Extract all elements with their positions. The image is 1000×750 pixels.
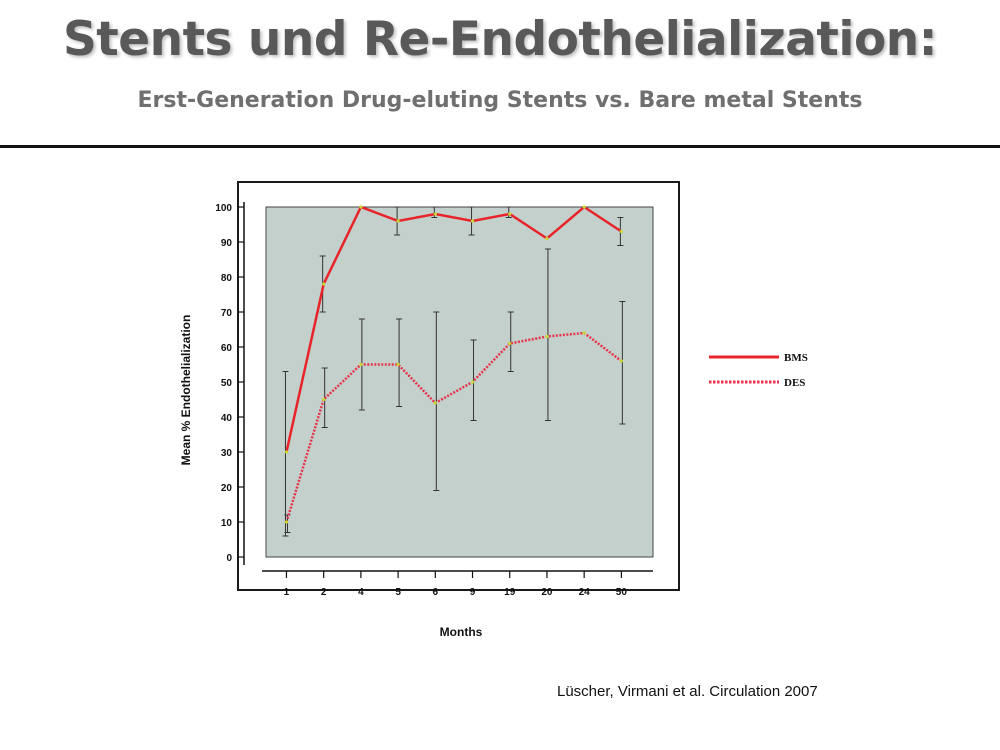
data-point-bms: [470, 219, 475, 223]
error-bar-des: [433, 311, 440, 491]
data-point-bms: [359, 205, 363, 209]
data-point-bms: [582, 205, 586, 209]
x-tick-label: 9: [470, 587, 476, 598]
error-bar-des: [507, 311, 514, 372]
series-markers: [284, 205, 623, 524]
y-tick-label: 70: [221, 308, 233, 319]
x-tick-label: 6: [433, 587, 439, 598]
y-tick-label: 40: [221, 413, 233, 424]
y-tick-label: 90: [221, 238, 233, 249]
data-point-bms: [322, 282, 326, 286]
data-point-des: [470, 380, 475, 384]
series-line-des: [285, 331, 623, 523]
data-point-des: [619, 359, 623, 363]
x-tick-label: 24: [579, 587, 591, 598]
y-axis: 0 10 20 30 40 50 60 70 80 90 100: [215, 202, 245, 565]
data-point-des: [359, 362, 363, 367]
x-tick-label: 2: [321, 587, 327, 598]
slide-subtitle: Erst-Generation Drug-eluting Stents vs. …: [137, 88, 863, 113]
error-bar-des: [396, 318, 403, 407]
error-bar-bms: [282, 371, 289, 537]
legend-label-bms: BMS: [784, 352, 808, 364]
x-axis: 1 2 4 5 6 9 19 20 24 50: [262, 570, 653, 598]
data-point-des: [322, 397, 326, 402]
x-tick-label: 5: [395, 587, 401, 598]
slide-title: Stents und Re-Endothelialization:: [62, 12, 938, 67]
data-point-bms: [545, 236, 549, 241]
x-tick-label: 4: [358, 587, 364, 598]
y-axis-title: Mean % Endothelialization: [179, 315, 193, 466]
series-line-bms: [285, 205, 623, 453]
y-tick-label: 20: [221, 483, 233, 494]
error-bar-bms: [431, 206, 438, 218]
data-point-des: [396, 362, 400, 367]
data-point-des: [545, 334, 549, 339]
plot-area: [265, 206, 654, 558]
error-bar-des: [470, 339, 477, 421]
x-tick-label: 50: [616, 587, 628, 598]
x-axis-title: Months: [440, 625, 483, 639]
data-point-bms: [284, 450, 289, 454]
data-point-bms: [396, 219, 400, 223]
y-tick-label: 30: [221, 448, 233, 459]
citation: Lüscher, Virmani et al. Circulation 2007: [557, 683, 818, 700]
data-point-des: [508, 341, 512, 346]
legend-label-des: DES: [784, 377, 805, 389]
y-tick-label: 60: [221, 343, 233, 354]
data-point-des: [284, 520, 289, 524]
data-point-bms: [433, 212, 437, 216]
y-tick-label: 100: [215, 203, 232, 214]
y-tick-label: 80: [221, 273, 233, 284]
error-bar-bms: [505, 206, 512, 218]
data-point-bms: [619, 229, 623, 234]
series-lines: [285, 205, 623, 523]
error-bar-des: [619, 301, 626, 425]
legend: BMS DES: [709, 352, 808, 389]
data-point-bms: [508, 212, 512, 216]
data-point-des: [582, 331, 586, 335]
data-point-des: [433, 401, 437, 405]
y-tick-label: 50: [221, 378, 233, 389]
y-tick-label: 0: [226, 553, 232, 564]
error-bar-des: [544, 248, 551, 421]
x-tick-label: 1: [284, 587, 290, 598]
title-divider: [0, 145, 1000, 148]
x-tick-label: 20: [541, 587, 553, 598]
x-tick-label: 19: [504, 587, 516, 598]
y-tick-label: 10: [221, 518, 233, 529]
